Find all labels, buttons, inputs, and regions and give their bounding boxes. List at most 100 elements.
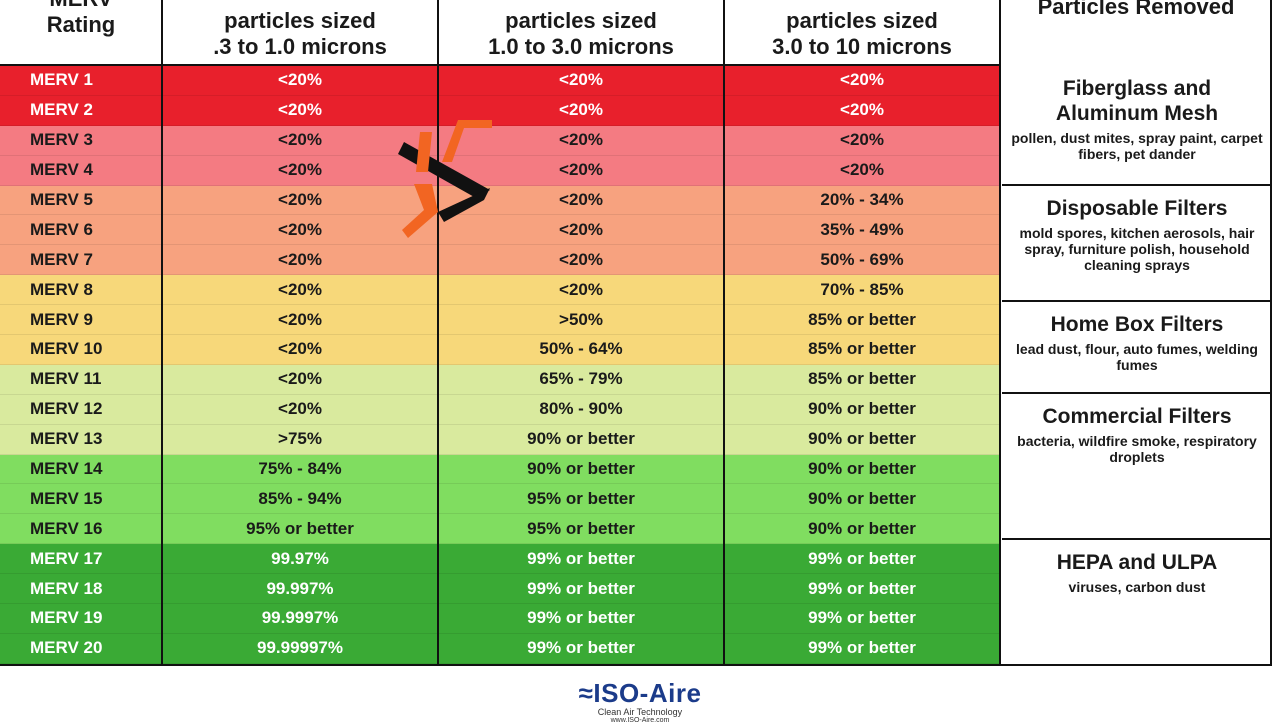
merv-rating-cell: MERV 14	[30, 459, 103, 479]
efficiency-3-0-10-cell: 85% or better	[808, 309, 916, 329]
header-col3-line1: particles sized	[786, 8, 938, 33]
efficiency-3-0-10-cell: 85% or better	[808, 339, 916, 359]
efficiency-3-0-10-cell: 99% or better	[808, 578, 916, 598]
table-row: MERV 5 <20% <20% 20% - 34%	[0, 185, 1000, 216]
header-col2-line2: 1.0 to 3.0 microns	[488, 34, 674, 59]
filter-type-name: HEPA and ULPA	[1056, 551, 1218, 574]
header-particles-removed: Particles Removed	[1000, 0, 1272, 64]
table-row: MERV 15 85% - 94% 95% or better 90% or bett…	[0, 484, 1000, 515]
filter-type-block: Fiberglass and Aluminum Mesh pollen, dust…	[1002, 66, 1272, 184]
column-divider	[437, 0, 439, 664]
efficiency-0-3-1-0-cell: <20%	[278, 160, 322, 180]
merv-rating-cell: MERV 18	[30, 578, 103, 598]
table-row: MERV 14 75% - 84% 90% or better 90% or bett…	[0, 454, 1000, 485]
efficiency-3-0-10-cell: 70% - 85%	[820, 279, 904, 299]
filter-type-description: lead dust, flour, auto fumes, welding fu…	[1016, 341, 1258, 373]
table-row: MERV 17 99.97% 99% or better 99% or better	[0, 544, 1000, 575]
table-bottom-edge	[0, 664, 1272, 666]
efficiency-3-0-10-cell: 99% or better	[808, 608, 916, 628]
iso-aire-logo: ≈ISO-Aire Clean Air Technology www.ISO-A…	[560, 678, 720, 724]
merv-rating-cell: MERV 4	[30, 160, 93, 180]
efficiency-0-3-1-0-cell: <20%	[278, 279, 322, 299]
efficiency-3-0-10-cell: <20%	[840, 130, 884, 150]
efficiency-3-0-10-cell: 99% or better	[808, 548, 916, 568]
header-col1-line1: particles sized	[224, 8, 376, 33]
header-col-1-0-to-3-0-microns: particles sized 1.0 to 3.0 microns	[438, 0, 724, 64]
merv-rating-cell: MERV 19	[30, 608, 103, 628]
column-divider	[999, 0, 1001, 664]
efficiency-0-3-1-0-cell: 75% - 84%	[258, 459, 342, 479]
table-row: MERV 16 95% or better 95% or better 90% or …	[0, 514, 1000, 545]
efficiency-0-3-1-0-cell: 99.997%	[266, 578, 334, 598]
logo-name: ISO-Aire	[593, 678, 702, 708]
table-row: MERV 10 <20% 50% - 64% 85% or better	[0, 335, 1000, 365]
header-rating-label: Rating	[46, 12, 116, 37]
efficiency-0-3-1-0-cell: <20%	[278, 399, 322, 419]
efficiency-3-0-10-cell: <20%	[840, 70, 884, 90]
merv-rating-cell: MERV 6	[30, 219, 93, 239]
table-row: MERV 7 <20% <20% 50% - 69%	[0, 245, 1000, 276]
table-row: MERV 20 99.99997% 99% or better 99% or bett…	[0, 633, 1000, 664]
table-row: MERV 11 <20% 65% - 79% 85% or better	[0, 364, 1000, 395]
efficiency-1-0-3-0-cell: 99% or better	[527, 638, 635, 658]
efficiency-3-0-10-cell: 99% or better	[808, 638, 916, 658]
efficiency-0-3-1-0-cell: 99.97%	[271, 548, 329, 568]
table-row: MERV 19 99.9997% 99% or better 99% or bette…	[0, 604, 1000, 634]
logo-wordmark: ≈ISO-Aire	[560, 678, 720, 709]
merv-rating-cell: MERV 13	[30, 429, 103, 449]
header-divider	[0, 64, 1000, 66]
filter-type-block: Commercial Filters bacteria, wildfire smo…	[1002, 394, 1272, 538]
efficiency-1-0-3-0-cell: 95% or better	[527, 488, 635, 508]
merv-rating-cell: MERV 5	[30, 190, 93, 209]
header-col4-line1: Particles Removed	[1037, 0, 1235, 19]
logo-url: www.ISO-Aire.com	[610, 717, 670, 724]
efficiency-1-0-3-0-cell: <20%	[559, 219, 603, 239]
efficiency-1-0-3-0-cell: 65% - 79%	[539, 369, 623, 389]
merv-rating-cell: MERV 16	[30, 518, 103, 538]
efficiency-1-0-3-0-cell: <20%	[559, 100, 603, 120]
merv-rating-cell: MERV 17	[30, 548, 103, 568]
table-row: MERV 1 <20% <20% <20%	[0, 66, 1000, 96]
efficiency-3-0-10-cell: <20%	[840, 100, 884, 120]
efficiency-1-0-3-0-cell: <20%	[559, 249, 603, 269]
efficiency-3-0-10-cell: 85% or better	[808, 369, 916, 389]
efficiency-1-0-3-0-cell: 95% or better	[527, 518, 635, 538]
efficiency-3-0-10-cell: 90% or better	[808, 459, 916, 479]
efficiency-1-0-3-0-cell: <20%	[559, 190, 603, 209]
efficiency-1-0-3-0-cell: 99% or better	[527, 578, 635, 598]
efficiency-0-3-1-0-cell: 85% - 94%	[258, 488, 342, 508]
merv-rating-cell: MERV 11	[30, 369, 102, 389]
table-row: MERV 8 <20% <20% 70% - 85%	[0, 275, 1000, 306]
efficiency-3-0-10-cell: 20% - 34%	[820, 190, 904, 209]
logo-wave-icon: ≈	[578, 678, 594, 708]
header-col2-line1: particles sized	[505, 8, 657, 33]
merv-rating-cell: MERV 7	[30, 249, 93, 269]
efficiency-0-3-1-0-cell: <20%	[278, 219, 322, 239]
merv-rating-cell: MERV 15	[30, 488, 103, 508]
header-rating-cut: MERV	[49, 0, 112, 12]
header-col-0-3-to-1-0-microns: particles sized .3 to 1.0 microns	[162, 0, 438, 64]
filter-type-block: HEPA and ULPA viruses, carbon dust	[1002, 540, 1272, 664]
efficiency-3-0-10-cell: 35% - 49%	[820, 219, 904, 239]
table-row: MERV 3 <20% <20% <20%	[0, 125, 1000, 156]
merv-rating-cell: MERV 20	[30, 638, 103, 658]
efficiency-1-0-3-0-cell: 99% or better	[527, 608, 635, 628]
filter-type-divider	[1002, 300, 1272, 302]
merv-rating-cell: MERV 3	[30, 130, 93, 150]
table-row: MERV 9 <20% >50% 85% or better	[0, 305, 1000, 336]
efficiency-1-0-3-0-cell: 80% - 90%	[539, 399, 623, 419]
merv-rating-cell: MERV 2	[30, 100, 93, 120]
efficiency-0-3-1-0-cell: <20%	[278, 369, 322, 389]
efficiency-0-3-1-0-cell: <20%	[278, 190, 322, 209]
efficiency-3-0-10-cell: 90% or better	[808, 429, 916, 449]
filter-type-block: Home Box Filters lead dust, flour, auto f…	[1002, 302, 1272, 392]
efficiency-0-3-1-0-cell: <20%	[278, 339, 322, 359]
table-row: MERV 6 <20% <20% 35% - 49%	[0, 215, 1000, 246]
filter-type-description: mold spores, kitchen aerosols, hair spra…	[1019, 225, 1255, 273]
filter-type-description: viruses, carbon dust	[1068, 579, 1206, 595]
header-rating: MERV Rating	[0, 0, 162, 64]
efficiency-0-3-1-0-cell: 99.9997%	[261, 608, 339, 628]
efficiency-1-0-3-0-cell: 90% or better	[527, 429, 635, 449]
table-row: MERV 13 >75% 90% or better 90% or better	[0, 424, 1000, 455]
filter-type-name: Fiberglass and Aluminum Mesh	[1055, 77, 1219, 125]
